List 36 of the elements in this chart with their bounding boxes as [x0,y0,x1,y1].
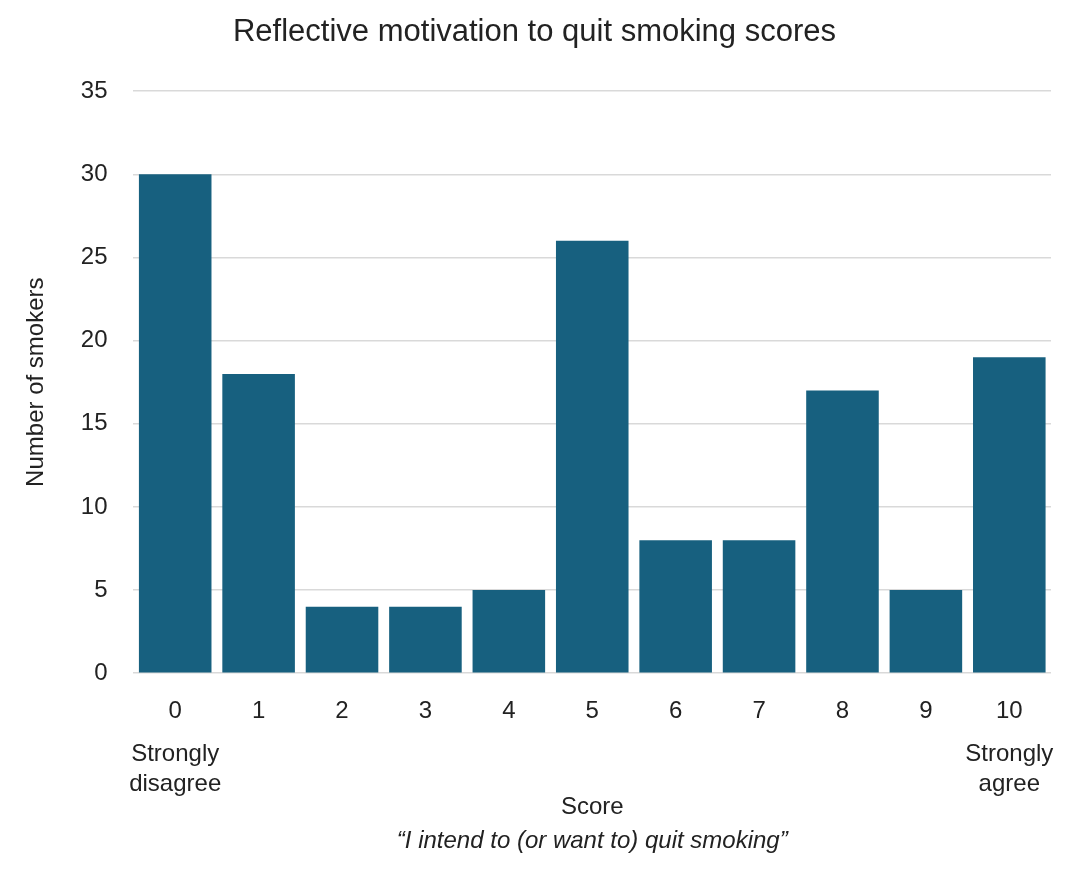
text: “I intend to (or want to) quit smoking” [396,825,789,853]
bar [389,606,462,673]
x-tick-label: 0 [168,696,182,724]
x-tick-label: 1 [251,696,266,724]
x-tick-label: 3 [418,696,433,724]
y-tick-label: 15 [80,408,108,436]
bar [639,540,712,673]
bar [973,357,1046,673]
y-tick-label: 20 [80,325,108,353]
x-tick-label: 9 [919,696,933,724]
y-tick-label: 5 [94,574,108,602]
y-tick-label: 10 [80,491,108,519]
x-tick-label: 7 [752,696,766,724]
x-tick-label: 6 [668,696,683,724]
y-axis-title: Number of smokers [21,277,49,487]
y-tick-label: 25 [80,242,108,270]
x-tick-label: 10 [995,696,1023,724]
x-tick-label: 5 [585,696,599,724]
bar [138,174,212,673]
bar [722,540,796,673]
text: Strongly disagree [129,738,222,796]
bar [305,606,379,673]
x-tick-label: 4 [502,696,516,724]
chart-title: Reflective motivation to quit smoking scores [232,13,837,49]
bar [889,590,963,673]
text: Strongly agree [965,738,1054,796]
y-tick-label: 0 [94,657,108,685]
bar [806,390,879,673]
y-tick-label: 30 [80,158,108,186]
y-tick-label: 35 [80,75,108,103]
x-tick-label: 8 [835,696,850,724]
bar [222,373,295,673]
x-axis-title: Score [560,791,624,819]
bar [472,590,546,673]
bar [555,240,629,673]
x-tick-label: 2 [335,696,349,724]
